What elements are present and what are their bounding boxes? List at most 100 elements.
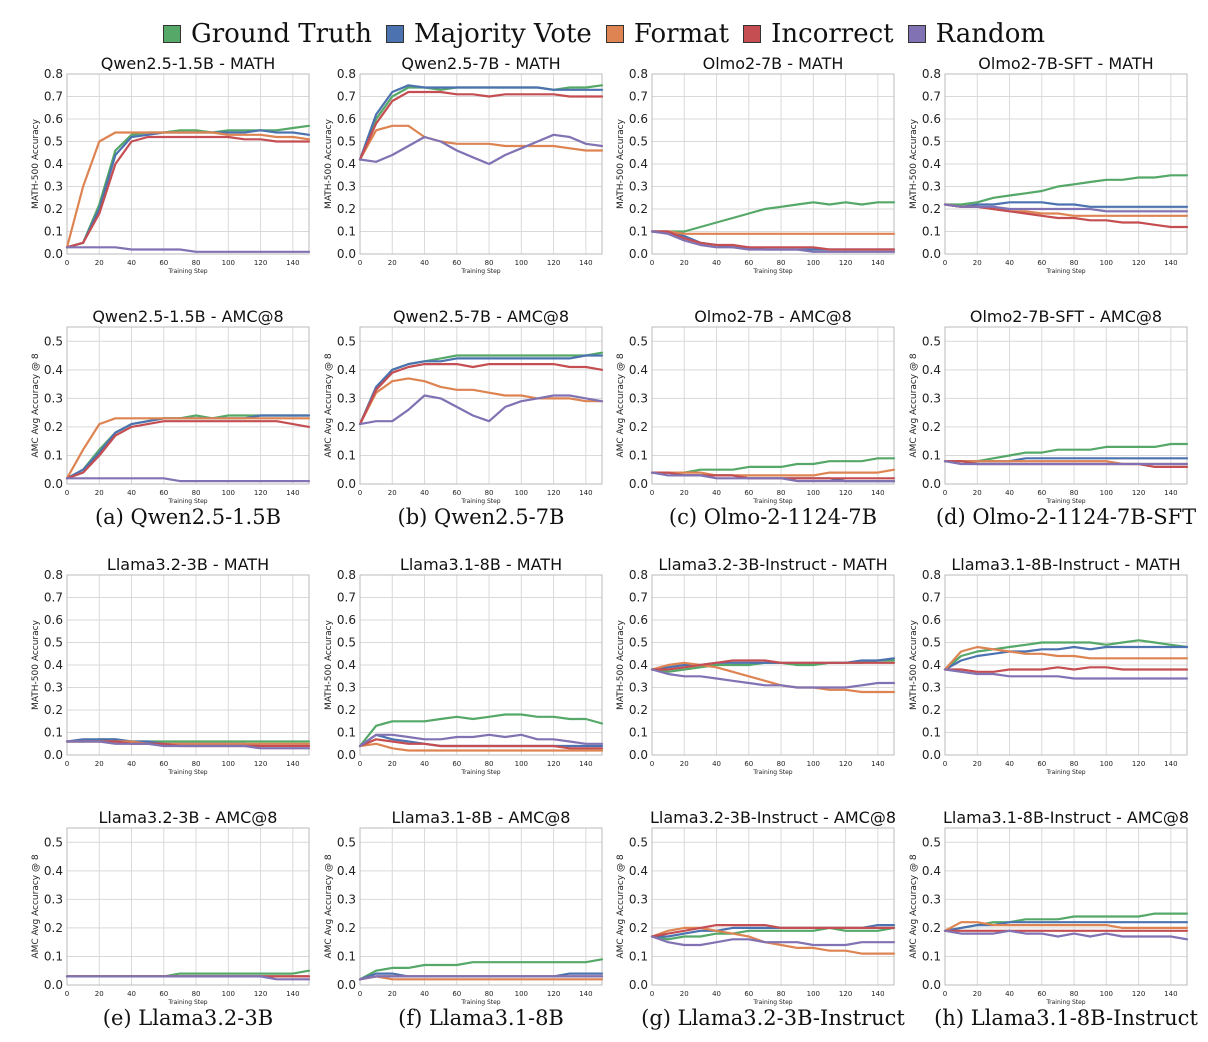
legend-swatch [162,25,181,43]
y-tick-label: 0.1 [629,225,648,239]
x-axis-label: Training Step [460,999,500,1006]
y-tick-label: 0.5 [922,135,941,149]
y-tick-label: 0.0 [922,477,941,491]
y-tick-label: 0.6 [922,112,941,126]
y-tick-label: 0.1 [44,949,63,963]
x-tick-label: 60 [1037,259,1046,267]
y-tick-label: 0.3 [629,391,648,405]
series-line [650,230,896,235]
series-line [650,923,896,938]
x-tick-label: 40 [127,259,136,267]
subfigure-caption: (h) Llama3.1-8B-Instruct [934,1006,1198,1030]
series-line [943,201,1189,208]
x-tick-label: 120 [839,489,852,497]
x-tick-label: 40 [127,760,136,768]
y-tick-label: 0.2 [337,202,356,216]
x-tick-label: 80 [1070,259,1079,267]
series-line [358,742,604,752]
x-tick-label: 80 [1070,760,1079,768]
series-line [650,935,896,947]
x-tick-label: 20 [973,760,982,768]
x-axis-label: Training Step [167,999,207,1006]
x-tick-label: 100 [1100,990,1113,998]
x-tick-label: 80 [777,760,786,768]
chart-panel: 0.0 0.1 0.2 0.3 0.4 0.5 0 20 40 60 80 100 120 140 Llam… [909,808,1189,1006]
x-tick-label: 120 [1132,990,1145,998]
y-tick-label: 0.4 [629,363,648,377]
y-tick-label: 0.0 [922,247,941,261]
y-tick-label: 0.2 [922,703,941,717]
y-axis-label: MATH-500 Accuracy [616,118,626,209]
y-tick-label: 0.1 [44,448,63,462]
plot-frame [651,827,895,986]
y-tick-label: 0.0 [44,978,63,992]
y-tick-label: 0.3 [922,391,941,405]
series-line [943,666,1189,673]
y-tick-label: 0.0 [44,247,63,261]
y-tick-label: 0.1 [337,448,356,462]
plot-frame [359,827,603,986]
y-axis-label: MATH-500 Accuracy [909,118,919,209]
series-line [358,90,604,161]
chart-title: Llama3.1-8B - MATH [400,555,562,574]
y-tick-label: 0.3 [337,892,356,906]
y-tick-label: 0.4 [44,157,63,171]
x-tick-label: 140 [871,259,884,267]
x-tick-label: 60 [159,259,168,267]
x-tick-label: 0 [358,990,362,998]
x-tick-label: 40 [420,489,429,497]
y-axis-label: AMC Avg Accuracy @ 8 [616,353,626,457]
series-line [358,733,604,748]
y-tick-label: 0.4 [922,658,941,672]
y-tick-label: 0.2 [629,202,648,216]
x-tick-label: 40 [712,990,721,998]
x-tick-label: 60 [744,489,753,497]
chart-title: Qwen2.5-1.5B - MATH [101,54,276,73]
x-tick-label: 80 [1070,990,1079,998]
x-tick-label: 20 [388,990,397,998]
x-tick-label: 60 [744,259,753,267]
y-tick-label: 0.0 [337,247,356,261]
x-tick-label: 80 [777,489,786,497]
subfigure-caption: (f) Llama3.1-8B [398,1006,564,1030]
x-axis-label: Training Step [752,498,792,505]
y-tick-label: 0.1 [44,726,63,740]
chart-panel: 0.0 0.1 0.2 0.3 0.4 0.5 0.6 0.7 0.8 0 20 40 60 80 100 1… [324,54,604,275]
y-axis-label: AMC Avg Accuracy @ 8 [909,353,919,457]
series-line [358,354,604,426]
x-tick-label: 0 [943,259,947,267]
y-tick-label: 0.7 [337,591,356,605]
y-tick-label: 0.4 [337,363,356,377]
x-tick-label: 100 [515,489,528,497]
y-tick-label: 0.0 [337,748,356,762]
plot-frame [359,73,603,255]
y-tick-label: 0.3 [44,391,63,405]
x-tick-label: 80 [192,990,201,998]
x-axis-label: Training Step [752,268,792,275]
chart-title: Qwen2.5-7B - AMC@8 [393,307,569,326]
x-tick-label: 100 [807,489,820,497]
series-line [650,471,896,483]
x-tick-label: 120 [839,760,852,768]
y-tick-label: 0.5 [629,636,648,650]
legend-swatch [385,25,404,43]
x-tick-label: 40 [1005,760,1014,768]
legend-swatch [743,25,762,43]
y-tick-label: 0.7 [44,591,63,605]
y-axis-label: AMC Avg Accuracy @ 8 [909,854,919,958]
y-tick-label: 0.8 [337,67,356,81]
series-line [358,738,604,750]
y-tick-label: 0.4 [44,363,63,377]
y-tick-label: 0.1 [922,949,941,963]
x-tick-label: 60 [159,990,168,998]
y-tick-label: 0.6 [922,613,941,627]
x-tick-label: 80 [192,760,201,768]
y-tick-label: 0.7 [44,90,63,104]
x-tick-label: 40 [420,259,429,267]
y-tick-label: 0.2 [337,703,356,717]
x-tick-label: 140 [871,489,884,497]
series-line [358,713,604,748]
x-tick-label: 80 [485,760,494,768]
series-line [65,417,311,480]
chart-panel: 0.0 0.1 0.2 0.3 0.4 0.5 0 20 40 60 80 100 120 140 Qwen… [324,307,604,505]
